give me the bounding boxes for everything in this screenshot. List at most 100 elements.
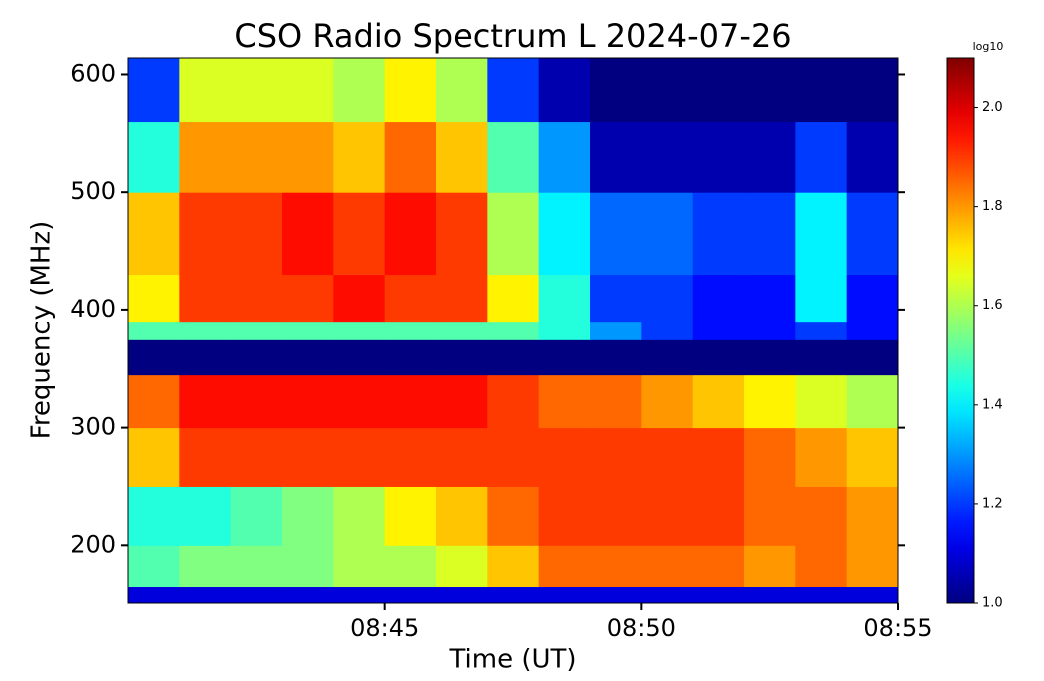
heatmap-cell [641, 339, 694, 376]
heatmap-cell [744, 486, 796, 546]
heatmap-cell [230, 58, 283, 123]
heatmap-cell [846, 339, 899, 376]
heatmap-cell [692, 339, 745, 376]
heatmap-cell [436, 321, 488, 340]
heatmap-cell [538, 586, 591, 604]
colorbar-tick-label: 1.6 [982, 298, 1003, 313]
heatmap-cell [744, 586, 796, 604]
heatmap-cell [282, 58, 334, 123]
heatmap-cell [179, 545, 232, 588]
heatmap-cell [590, 274, 642, 323]
heatmap-cell [282, 274, 334, 323]
heatmap-cell [179, 274, 232, 323]
heatmap-cell [128, 427, 180, 487]
heatmap-cell [230, 545, 283, 588]
heatmap-cell [795, 427, 848, 487]
heatmap-cell [333, 321, 386, 340]
y-tick-label: 400 [70, 295, 116, 323]
heatmap-cell [846, 58, 899, 123]
heatmap-cell [436, 339, 488, 376]
heatmap-cell [538, 121, 591, 193]
heatmap-cell [641, 121, 694, 193]
heatmap-cell [333, 545, 386, 588]
heatmap-cell [846, 274, 899, 323]
colorbar-tick-label: 1.0 [982, 596, 1003, 611]
heatmap-cell [641, 321, 694, 340]
heatmap-cell [744, 321, 796, 340]
heatmap-cell [436, 427, 488, 487]
heatmap-cell [384, 192, 437, 276]
heatmap-cell [487, 586, 540, 604]
heatmap-cell [230, 586, 283, 604]
heatmap-cell [692, 192, 745, 276]
heatmap-cell [436, 58, 488, 123]
colorbar-tick-label: 1.2 [982, 496, 1003, 511]
y-tick-label: 500 [70, 177, 116, 205]
heatmap-cell [795, 374, 848, 429]
heatmap-cell [590, 321, 642, 340]
heatmap-cell [384, 586, 437, 604]
heatmap-cell [538, 321, 591, 340]
heatmap-cell [692, 545, 745, 588]
heatmap-cell [179, 586, 232, 604]
heatmap-cell [487, 339, 540, 376]
heatmap-cell [384, 274, 437, 323]
heatmap-cell [128, 192, 180, 276]
heatmap-cell [795, 586, 848, 604]
heatmap-cell [128, 339, 180, 376]
heatmap-cell [230, 321, 283, 340]
heatmap-cell [179, 321, 232, 340]
heatmap-cell [795, 274, 848, 323]
heatmap-cell [128, 545, 180, 588]
heatmap-cell [128, 486, 180, 546]
heatmap-cell [795, 321, 848, 340]
heatmap-cell [128, 274, 180, 323]
heatmap-cell [846, 121, 899, 193]
heatmap-cell [538, 274, 591, 323]
colorbar-label: log10 [973, 40, 1004, 53]
heatmap-cell [179, 58, 232, 123]
heatmap-cell [846, 374, 899, 429]
heatmap-cell [333, 121, 386, 193]
heatmap-cell [692, 486, 745, 546]
heatmap-cell [487, 274, 540, 323]
heatmap-cell [692, 586, 745, 604]
colorbar-tick-label: 2.0 [982, 100, 1003, 115]
heatmap-cell [744, 545, 796, 588]
heatmap-cell [333, 274, 386, 323]
heatmap-cell [230, 374, 283, 429]
heatmap-cell [282, 374, 334, 429]
heatmap-cell [538, 545, 591, 588]
heatmap-cell [846, 321, 899, 340]
heatmap-cell [436, 486, 488, 546]
heatmap-cell [538, 58, 591, 123]
heatmap-cell [179, 374, 232, 429]
plot-frame [127, 57, 899, 604]
heatmap-cell [487, 486, 540, 546]
heatmap-cell [590, 374, 642, 429]
y-tick-label: 300 [70, 413, 116, 441]
heatmap-cell [487, 121, 540, 193]
colorbar [946, 57, 975, 604]
heatmap-cell [846, 427, 899, 487]
heatmap-cell [744, 427, 796, 487]
x-tick-label: 08:55 [863, 614, 932, 642]
heatmap-cell [230, 427, 283, 487]
heatmap-cell [538, 427, 591, 487]
heatmap-cell [128, 321, 180, 340]
heatmap-cell [282, 339, 334, 376]
heatmap-cell [230, 274, 283, 323]
heatmap-cell [282, 486, 334, 546]
heatmap-cell [487, 374, 540, 429]
heatmap-cell [846, 586, 899, 604]
colorbar-tick-label: 1.8 [982, 199, 1003, 214]
heatmap-cell [436, 545, 488, 588]
heatmap-cell [333, 586, 386, 604]
heatmap-cell [179, 192, 232, 276]
heatmap-cell [795, 339, 848, 376]
heatmap-cell [641, 427, 694, 487]
heatmap-cell [641, 486, 694, 546]
heatmap-cell [744, 374, 796, 429]
x-axis-label: Time (UT) [448, 645, 576, 675]
heatmap-cell [744, 192, 796, 276]
